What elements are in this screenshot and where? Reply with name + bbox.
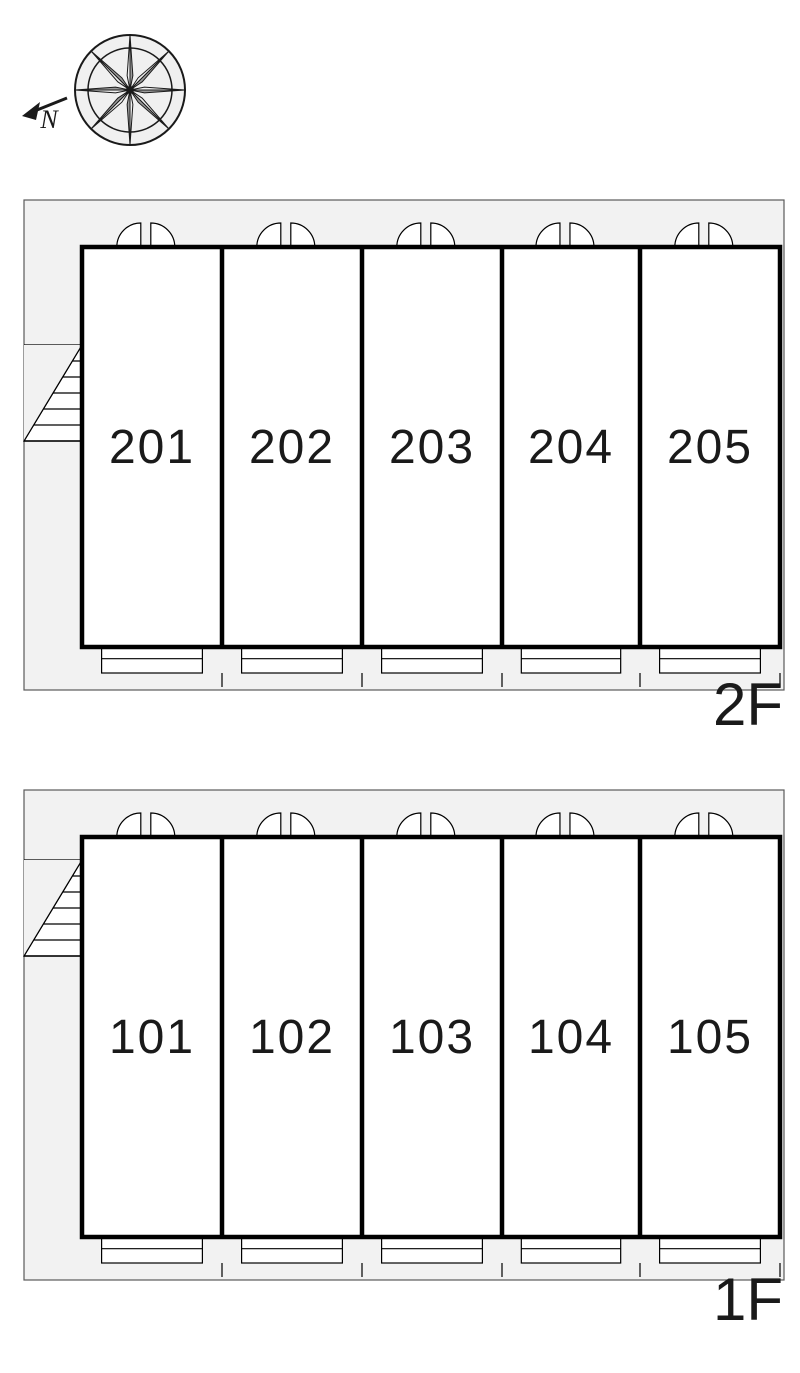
stairs-icon xyxy=(24,345,82,441)
balcony-icon xyxy=(102,1237,203,1263)
unit-label: 104 xyxy=(528,1011,614,1064)
unit-label: 103 xyxy=(389,1011,475,1064)
unit-label: 203 xyxy=(389,421,475,474)
floor-label: 2F xyxy=(713,671,783,738)
balcony-icon xyxy=(382,1237,483,1263)
unit-label: 202 xyxy=(249,421,335,474)
stairs-icon xyxy=(24,860,82,956)
unit-label: 205 xyxy=(667,421,753,474)
floor-1F: 101 102 103 104 105 1F xyxy=(24,790,784,1333)
balcony-icon xyxy=(660,1237,761,1263)
balcony-icon xyxy=(242,1237,343,1263)
floor-label: 1F xyxy=(713,1266,783,1333)
compass-rose: N xyxy=(22,35,185,145)
compass-north-label: N xyxy=(39,105,59,134)
floor-plan-diagram: N 201 202 203 204 205 2F 101 102 103 104 105 1F xyxy=(0,0,800,1373)
balcony-icon xyxy=(521,647,620,673)
balcony-icon xyxy=(242,647,343,673)
unit-label: 105 xyxy=(667,1011,753,1064)
unit-label: 101 xyxy=(109,1011,195,1064)
floor-2F: 201 202 203 204 205 2F xyxy=(24,200,784,738)
balcony-icon xyxy=(521,1237,620,1263)
unit-label: 204 xyxy=(528,421,614,474)
balcony-icon xyxy=(660,647,761,673)
unit-label: 201 xyxy=(109,421,195,474)
balcony-icon xyxy=(102,647,203,673)
unit-label: 102 xyxy=(249,1011,335,1064)
balcony-icon xyxy=(382,647,483,673)
